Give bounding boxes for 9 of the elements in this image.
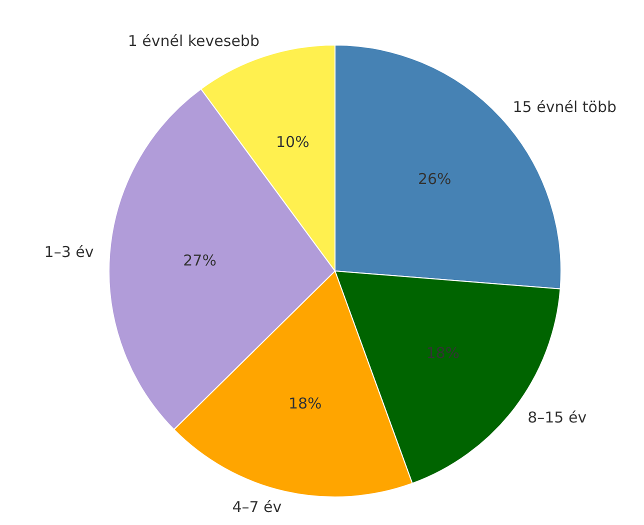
slice-label: 1 évnél kevesebb [128,32,260,50]
slice-label: 4–7 év [232,498,282,516]
slice-label: 8–15 év [528,408,587,427]
slice-label: 1–3 év [44,242,94,261]
data-label: 10% [276,133,310,152]
slice-label: 15 évnél több [512,98,617,116]
data-label: 27% [183,251,216,270]
data-label: 26% [418,170,452,188]
data-label: 18% [288,394,322,412]
